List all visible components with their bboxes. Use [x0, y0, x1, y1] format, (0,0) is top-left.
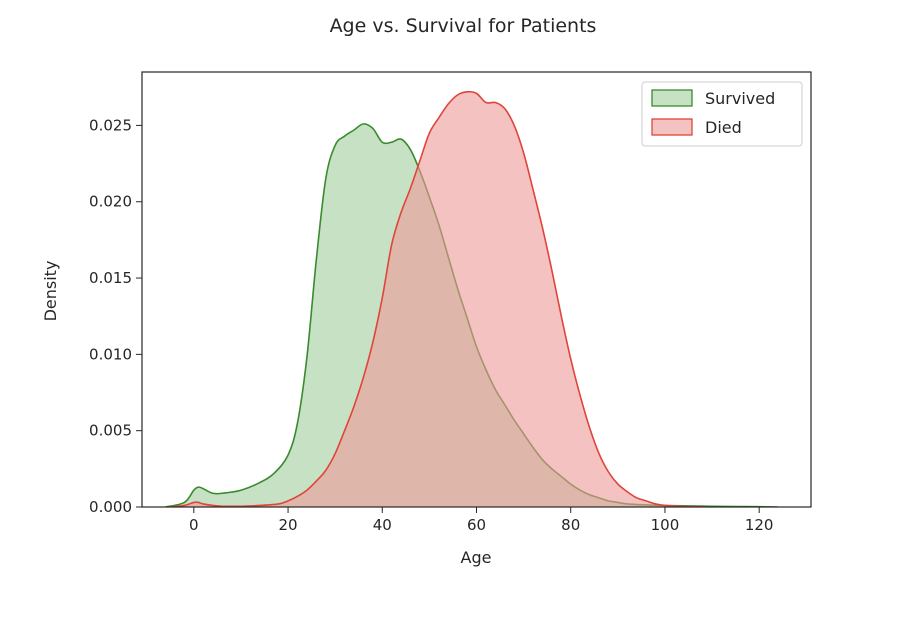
- y-tick-label: 0.010: [89, 345, 132, 363]
- legend-label-died: Died: [705, 118, 742, 137]
- y-axis-label: Density: [41, 261, 60, 322]
- x-axis-label: Age: [461, 548, 492, 567]
- area-survived: [165, 123, 779, 507]
- x-tick-label: 60: [467, 516, 486, 534]
- y-tick-label: 0.020: [89, 193, 132, 211]
- x-tick-label: 20: [279, 516, 298, 534]
- y-tick-label: 0.000: [89, 498, 132, 516]
- legend: Survived Died: [641, 81, 803, 147]
- area-died: [170, 91, 708, 507]
- legend-swatch-survived: [651, 89, 693, 107]
- y-tick-label: 0.005: [89, 422, 132, 440]
- x-tick-label: 0: [189, 516, 199, 534]
- x-tick-label: 120: [745, 516, 774, 534]
- y-axis: 0.000 0.005 0.010 0.015 0.020 0.025: [89, 116, 142, 516]
- x-tick-label: 100: [651, 516, 680, 534]
- y-tick-label: 0.025: [89, 116, 132, 134]
- chart-title: Age vs. Survival for Patients: [330, 15, 597, 37]
- legend-label-survived: Survived: [705, 89, 775, 108]
- x-tick-label: 80: [561, 516, 580, 534]
- line-died: [170, 90, 708, 507]
- x-axis: 0 20 40 60 80 100 120: [189, 507, 773, 534]
- legend-swatch-died: [651, 118, 693, 136]
- y-tick-label: 0.015: [89, 269, 132, 287]
- x-tick-label: 40: [373, 516, 392, 534]
